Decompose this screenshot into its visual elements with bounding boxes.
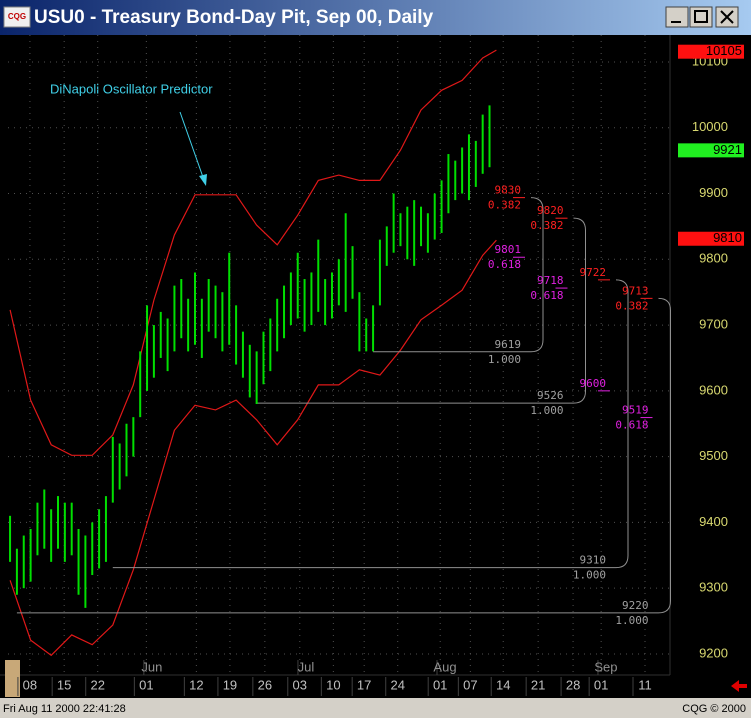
close-icon — [720, 10, 734, 24]
y-tick-label: 10000 — [692, 119, 728, 134]
y-tick-label: 9300 — [699, 580, 728, 595]
y-tick-label: 9400 — [699, 514, 728, 529]
annotation: DiNapoli Oscillator Predictor — [50, 81, 213, 96]
x-tick-label: 01 — [433, 677, 447, 692]
fib-ratio: 0.618 — [530, 289, 563, 302]
band-line — [9, 49, 497, 456]
status-time: Fri Aug 11 2000 22:41:28 — [3, 703, 126, 715]
fib-label: 9830 — [495, 184, 522, 197]
month-label: Jun — [141, 659, 162, 674]
logo-box — [3, 6, 31, 28]
fib-ratio: 1.000 — [573, 569, 606, 582]
window-buttons[interactable] — [665, 6, 739, 28]
plot-background — [0, 35, 751, 698]
title-bar — [0, 0, 751, 35]
price-marker — [678, 231, 744, 246]
month-label: Sep — [594, 659, 617, 674]
x-tick-label: 11 — [638, 677, 652, 692]
window-title: USU0 - Treasury Bond-Day Pit, Sep 00, Da… — [34, 7, 434, 28]
y-tick-label: 9500 — [699, 448, 728, 463]
y-tick-label: 9800 — [699, 251, 728, 266]
price-marker — [678, 143, 744, 158]
annotation-arrow — [179, 111, 205, 181]
fib-label: 9722 — [580, 266, 607, 279]
fib-label: 9220 — [622, 599, 649, 612]
x-tick-label: 08 — [23, 677, 37, 692]
y-tick-label: 9600 — [699, 382, 728, 397]
scroll-arrow[interactable] — [731, 680, 747, 692]
x-tick-label: 24 — [390, 677, 404, 692]
x-tick-label: 10 — [326, 677, 340, 692]
x-tick-label: 07 — [463, 677, 477, 692]
fib-bracket — [530, 197, 544, 353]
x-tick-label: 03 — [293, 677, 307, 692]
price-marker-label: 9921 — [713, 142, 742, 157]
fib-bracket — [615, 279, 629, 569]
fib-label: 9519 — [622, 404, 649, 417]
x-tick-label: 14 — [496, 677, 510, 692]
x-tick-label: 15 — [57, 677, 71, 692]
price-marker-label: 9810 — [713, 230, 742, 245]
x-tick-label: 21 — [531, 677, 545, 692]
fib-label: 9619 — [495, 338, 522, 351]
fib-ratio: 0.618 — [488, 258, 521, 271]
x-tick-label: 12 — [189, 677, 203, 692]
annotation-arrowhead — [199, 174, 207, 186]
fib-label: 9600 — [580, 377, 607, 390]
y-tick-label: 9900 — [699, 185, 728, 200]
maximize-icon — [694, 10, 708, 23]
x-tick-label: 01 — [594, 677, 608, 692]
x-tick-label: 22 — [90, 677, 104, 692]
y-tick-label: 9700 — [699, 317, 728, 332]
price-marker-label: 10105 — [706, 43, 742, 58]
fib-label: 9713 — [622, 284, 649, 297]
status-bar — [0, 698, 751, 718]
x-tick-label: 17 — [357, 677, 371, 692]
x-tick-label: 26 — [258, 677, 272, 692]
fib-ratio: 0.382 — [488, 199, 521, 212]
logo: CQG — [8, 12, 26, 21]
fib-label: 9718 — [537, 274, 564, 287]
fib-ratio: 1.000 — [488, 353, 521, 366]
fib-label: 9526 — [537, 389, 564, 402]
fib-bracket — [658, 297, 671, 614]
fib-label: 9820 — [537, 204, 564, 217]
scroll-thumb[interactable] — [5, 660, 20, 697]
fib-ratio: 0.382 — [615, 299, 648, 312]
x-tick-label: 01 — [139, 677, 153, 692]
fib-ratio: 1.000 — [530, 404, 563, 417]
y-tick-label: 9200 — [699, 645, 728, 660]
fib-label: 9801 — [495, 243, 522, 256]
fib-label: 9310 — [580, 554, 607, 567]
minimize-button[interactable] — [665, 6, 689, 28]
fib-ratio: 0.382 — [530, 219, 563, 232]
fib-ratio: 1.000 — [615, 614, 648, 627]
fib-ratio: 0.618 — [615, 419, 648, 432]
x-tick-label: 19 — [223, 677, 237, 692]
price-marker — [678, 44, 744, 59]
band-line — [9, 239, 497, 657]
month-label: Aug — [433, 659, 456, 674]
status-copyright: CQG © 2000 — [682, 703, 746, 715]
month-label: Jul — [298, 659, 315, 674]
fib-bracket — [573, 217, 586, 404]
x-tick-label: 28 — [566, 677, 580, 692]
